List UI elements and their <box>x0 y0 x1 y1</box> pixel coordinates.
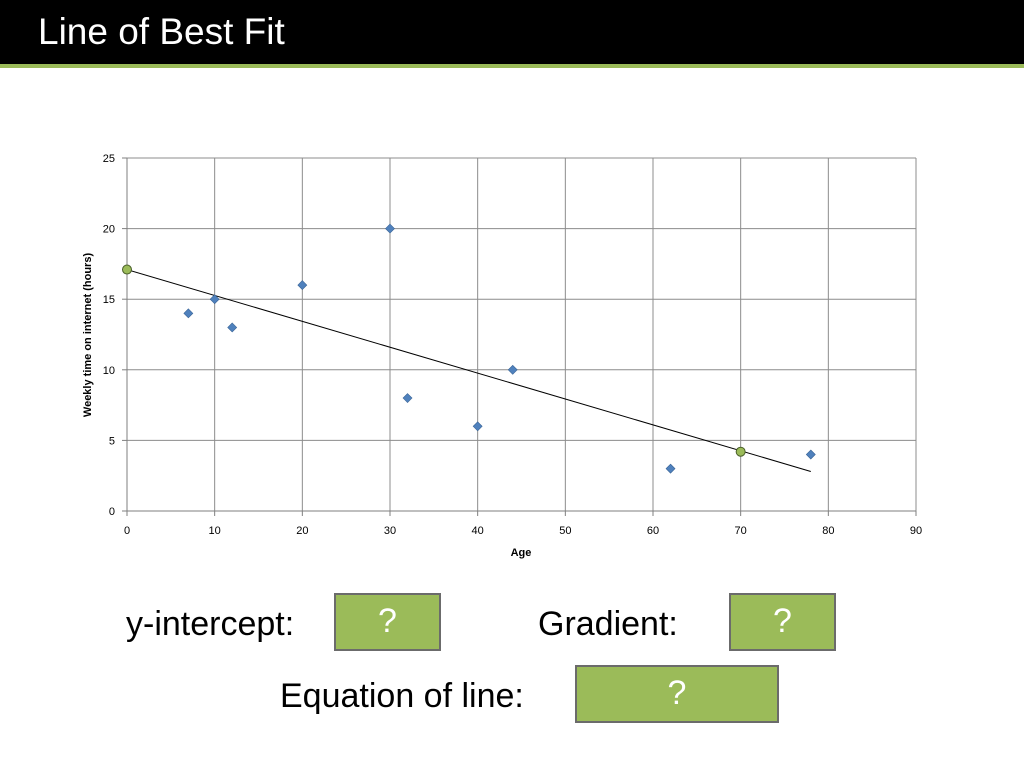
x-tick-label: 90 <box>910 525 922 537</box>
gradient-label: Gradient: <box>538 605 678 643</box>
x-tick-label: 80 <box>822 525 834 537</box>
x-tick-label: 40 <box>472 525 484 537</box>
fit-line-point <box>122 264 132 275</box>
data-point <box>297 280 308 291</box>
y-tick-label: 10 <box>103 365 115 377</box>
x-tick-label: 60 <box>647 525 659 537</box>
y-tick-label: 15 <box>103 294 115 306</box>
data-point <box>805 449 816 460</box>
chart-axes <box>122 157 917 516</box>
chart-tick-labels: 0 10 20 30 40 50 60 70 80 90 0 5 10 15 20 25 <box>103 153 922 537</box>
y-tick-label: 25 <box>103 153 115 165</box>
fit-line-point <box>735 446 746 457</box>
data-point <box>385 223 395 234</box>
scatter-chart: 0 10 20 30 40 50 60 70 80 90 0 5 10 15 20 25 Age Weekly… <box>82 153 922 559</box>
data-point <box>472 421 483 432</box>
x-axis-label: Age <box>511 547 532 559</box>
x-tick-label: 20 <box>296 525 308 537</box>
gradient-answer-box[interactable]: ? <box>729 593 836 651</box>
data-point <box>402 393 413 403</box>
x-tick-label: 50 <box>559 525 571 537</box>
equation-label: Equation of line: <box>280 677 524 715</box>
y-intercept-label: y-intercept: <box>126 605 295 643</box>
x-tick-label: 0 <box>124 525 130 537</box>
y-tick-label: 20 <box>103 224 115 236</box>
equation-answer-box[interactable]: ? <box>575 665 779 723</box>
x-tick-label: 30 <box>384 525 396 537</box>
x-tick-label: 70 <box>735 525 747 537</box>
data-point <box>209 294 220 305</box>
chart-points <box>122 223 816 474</box>
slide-title: Line of Best Fit <box>38 11 285 52</box>
y-axis-label: Weekly time on internet (hours) <box>82 253 94 418</box>
data-point <box>507 364 518 375</box>
y-tick-label: 5 <box>109 435 115 447</box>
x-tick-label: 10 <box>209 525 221 537</box>
data-point <box>665 463 676 474</box>
data-point <box>183 308 194 319</box>
best-fit-line <box>126 269 811 472</box>
title-bar: Line of Best Fit <box>0 0 1024 68</box>
data-point <box>227 322 238 333</box>
y-tick-label: 0 <box>109 506 115 518</box>
chart-gridlines <box>126 157 917 512</box>
y-intercept-answer-box[interactable]: ? <box>334 593 441 651</box>
chart-fit-line-group <box>126 269 811 472</box>
